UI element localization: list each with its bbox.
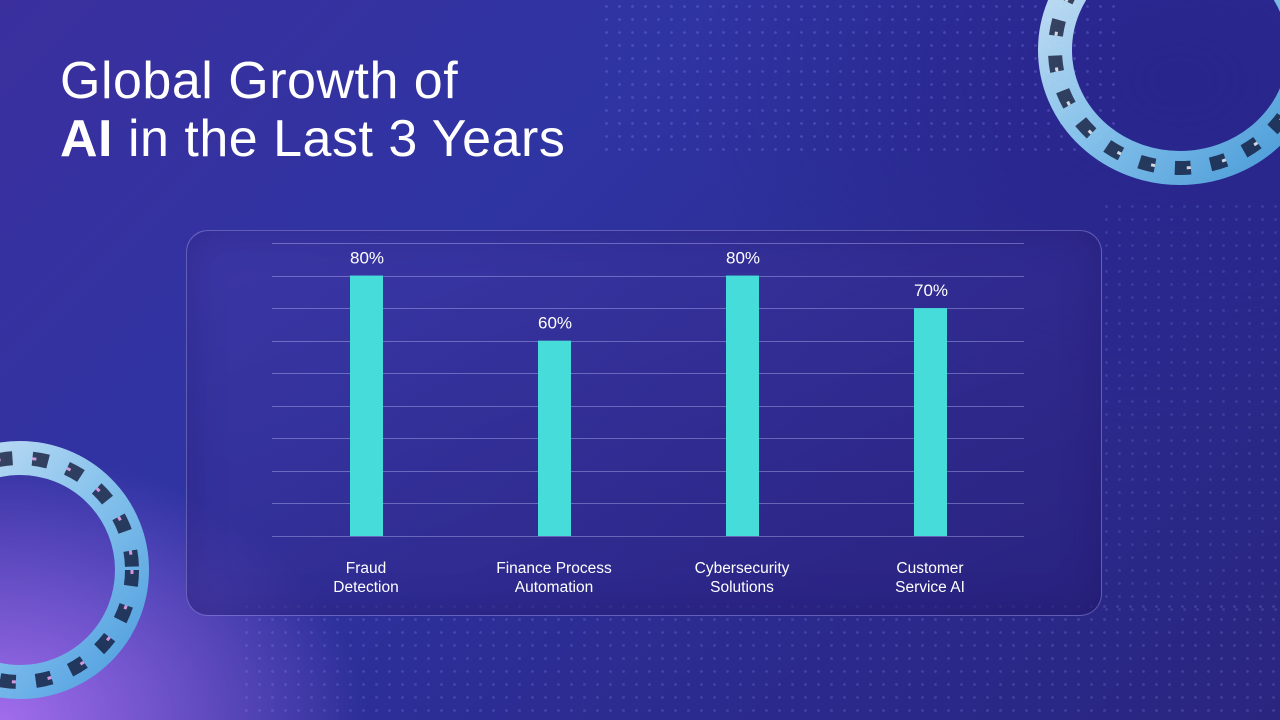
bars	[350, 275, 947, 536]
grid-lines	[272, 243, 1024, 537]
category-label-line: Customer	[896, 560, 963, 577]
bar	[914, 308, 947, 536]
category-label: Fraud Detection	[333, 560, 398, 596]
category-label-line: Cybersecurity	[695, 560, 790, 577]
data-label: 70%	[914, 281, 948, 300]
category-label-line: Finance Process	[496, 560, 612, 577]
category-label-line: Fraud	[346, 560, 387, 577]
category-label-line: Automation	[515, 579, 593, 596]
category-labels: Fraud Detection Finance Process Automation C…	[333, 560, 965, 596]
category-label: Finance Process Automation	[496, 560, 612, 596]
slide-title: Global Growth of AI in the Last 3 Years	[60, 52, 565, 168]
data-label: 80%	[726, 249, 760, 268]
title-ai-bold: AI	[60, 110, 113, 168]
category-label-line: Solutions	[710, 579, 774, 596]
bar	[350, 275, 383, 536]
chart-panel	[186, 230, 1102, 616]
bar	[726, 275, 759, 536]
data-label: 80%	[350, 249, 384, 268]
title-line-2-rest: in the Last 3 Years	[113, 110, 566, 168]
category-label-line: Detection	[333, 579, 398, 596]
category-label: Cybersecurity Solutions	[695, 560, 790, 596]
data-label: 60%	[538, 314, 572, 333]
category-label: Customer Service AI	[895, 560, 965, 596]
data-labels: 80% 60% 80% 70%	[350, 249, 948, 333]
category-label-line: Service AI	[895, 579, 965, 596]
bar	[538, 340, 571, 536]
title-line-1: Global Growth of	[60, 52, 459, 110]
